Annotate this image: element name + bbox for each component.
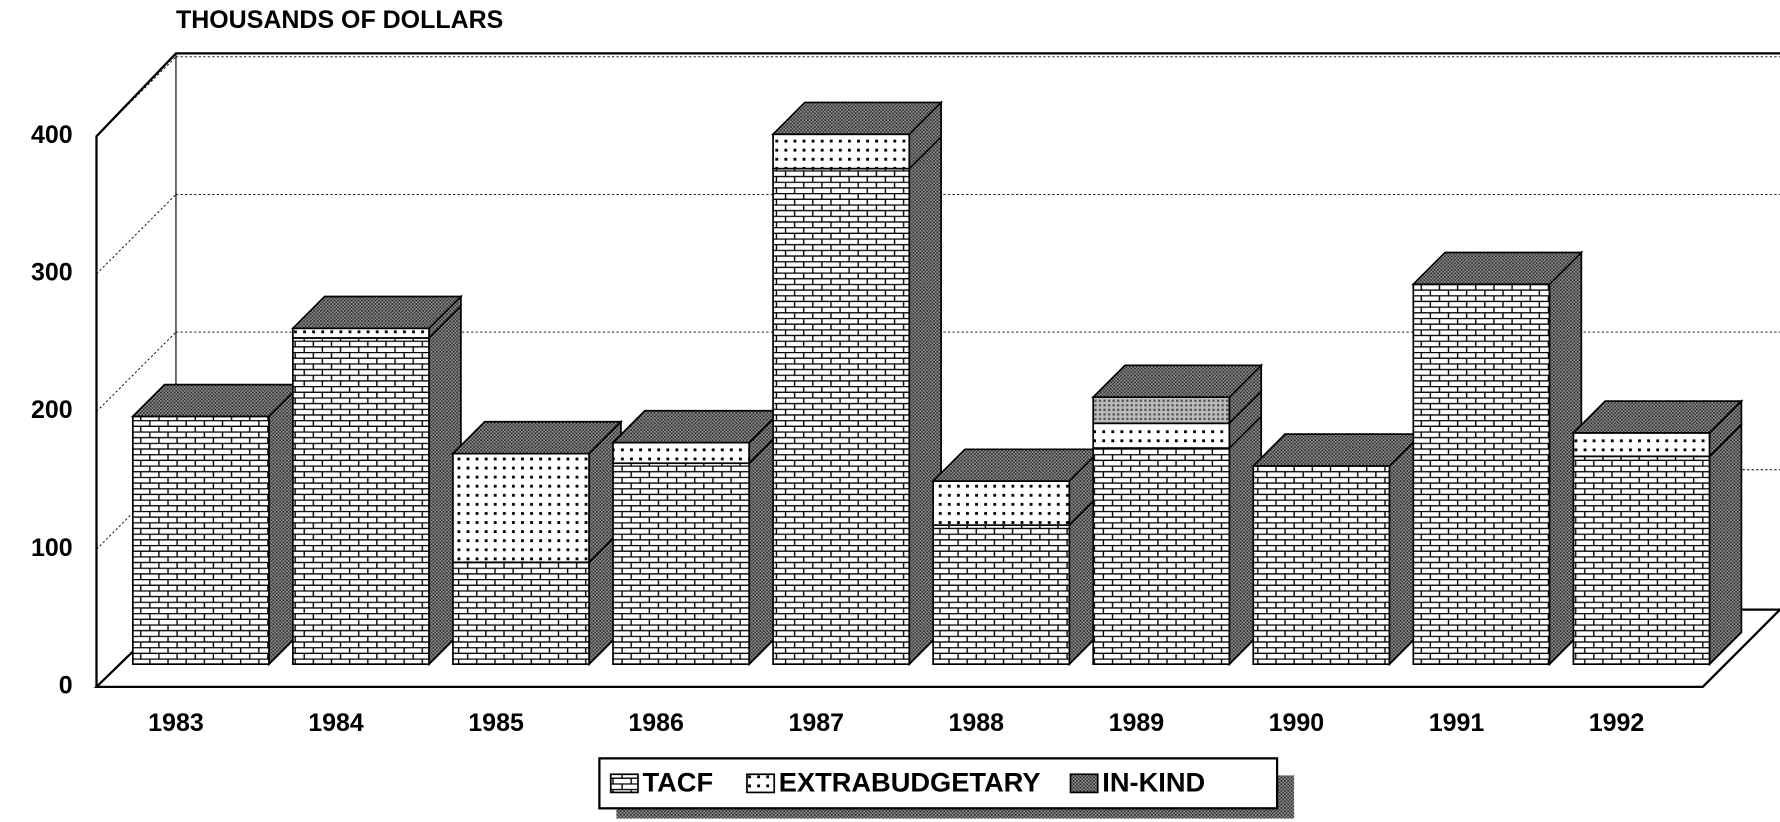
y-tick-label: 0 [59, 671, 73, 699]
x-tick-label: 1988 [949, 709, 1005, 737]
grid-line [96, 194, 177, 275]
bar-segment [131, 415, 270, 666]
bar-segment [452, 561, 591, 666]
bar-segment [612, 441, 751, 465]
x-tick-label: 1984 [308, 709, 364, 737]
bar-segment [1572, 455, 1711, 666]
bar-segment [1572, 432, 1711, 458]
legend-swatch [746, 773, 776, 794]
legend [598, 757, 1279, 810]
y-tick-label: 200 [31, 396, 73, 424]
bar-segment [1412, 283, 1551, 666]
bar-segment [292, 337, 430, 666]
axis-title: THOUSANDS OF DOLLARS [176, 6, 503, 34]
bar-top [1571, 400, 1744, 434]
legend-label: EXTRABUDGETARY [779, 767, 1041, 798]
bar-segment [292, 327, 430, 339]
bar-top [771, 101, 944, 136]
x-tick-label: 1992 [1589, 709, 1645, 737]
bar-segment [1252, 465, 1391, 666]
x-tick-label: 1989 [1109, 709, 1165, 737]
legend-swatch [609, 773, 639, 794]
bar-top [1411, 251, 1584, 286]
bar-top [450, 420, 624, 455]
bar-segment [612, 462, 751, 666]
bar-segment [772, 167, 911, 666]
x-tick-label: 1987 [788, 709, 844, 737]
bar-segment [452, 452, 591, 564]
x-tick-label: 1986 [628, 709, 684, 737]
bar-segment [932, 524, 1071, 666]
bar-segment [1092, 447, 1231, 666]
bar-segment [1092, 396, 1231, 425]
legend-label: IN-KIND [1102, 767, 1205, 798]
x-tick-label: 1991 [1429, 709, 1485, 737]
bar-side [1708, 422, 1743, 667]
x-tick-label: 1985 [468, 709, 524, 737]
bar-segment [932, 480, 1071, 526]
y-tick-label: 400 [31, 121, 73, 149]
x-tick-label: 1983 [148, 709, 204, 737]
bar-top [1091, 364, 1264, 398]
bar-segment [772, 133, 911, 170]
bar-top [290, 295, 463, 330]
grid-line [96, 56, 177, 137]
x-tick-label: 1990 [1269, 709, 1325, 737]
y-tick-label: 100 [31, 534, 73, 562]
y-tick-label: 300 [31, 259, 73, 287]
bar-segment [1092, 422, 1231, 449]
grid-line [96, 331, 177, 412]
legend-swatch [1069, 773, 1099, 794]
legend-label: TACF [643, 767, 714, 798]
